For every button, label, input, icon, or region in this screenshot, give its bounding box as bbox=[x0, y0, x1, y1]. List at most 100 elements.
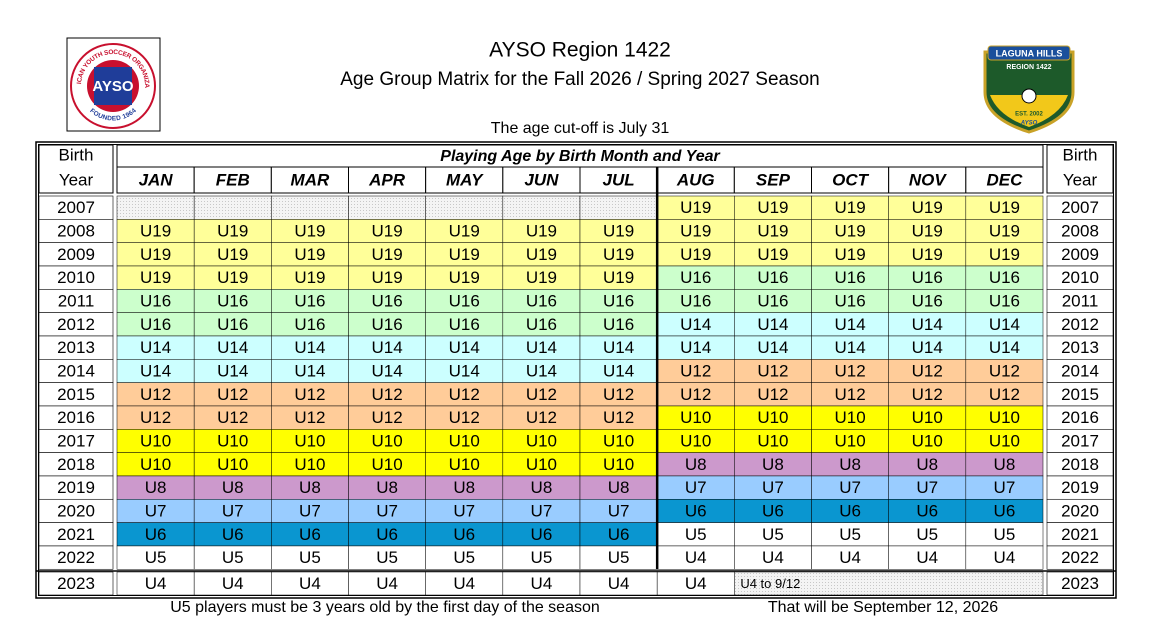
age-label: U7 bbox=[145, 501, 167, 520]
month-label: NOV bbox=[909, 170, 948, 189]
logo-letters: AYSO bbox=[92, 78, 133, 95]
age-cell bbox=[965, 545, 1044, 570]
age-label: U10 bbox=[294, 431, 325, 450]
month-cell bbox=[348, 166, 427, 194]
year-label: 2017 bbox=[1061, 431, 1099, 450]
year-header-cell bbox=[38, 144, 114, 194]
logo-org: AYSO bbox=[1020, 121, 1038, 127]
age-label: U4 bbox=[685, 574, 707, 593]
month-label: MAY bbox=[446, 170, 484, 189]
age-label: U10 bbox=[371, 455, 402, 474]
age-label: U12 bbox=[140, 385, 171, 404]
age-label: U10 bbox=[526, 431, 557, 450]
age-label: U14 bbox=[834, 315, 865, 334]
age-cell bbox=[579, 195, 658, 220]
year-label: 2020 bbox=[1061, 501, 1099, 520]
age-label: U8 bbox=[994, 455, 1016, 474]
age-label: U10 bbox=[217, 455, 248, 474]
age-label: U4 bbox=[222, 574, 244, 593]
year-label: 2014 bbox=[1061, 361, 1099, 380]
age-label: U10 bbox=[526, 455, 557, 474]
age-label: U14 bbox=[140, 338, 171, 357]
age-label: U12 bbox=[989, 385, 1020, 404]
age-label: U6 bbox=[299, 525, 321, 544]
age-label: U7 bbox=[453, 501, 475, 520]
month-cell bbox=[425, 166, 504, 194]
age-label: U7 bbox=[299, 501, 321, 520]
age-label: U14 bbox=[371, 338, 402, 357]
year-label: 2021 bbox=[1061, 525, 1099, 544]
age-label: U14 bbox=[680, 315, 711, 334]
age-cell bbox=[348, 195, 426, 220]
table-border bbox=[35, 141, 1117, 599]
age-label: U8 bbox=[685, 455, 707, 474]
year-label: 2009 bbox=[57, 245, 95, 264]
age-label: U12 bbox=[526, 385, 557, 404]
year-label: 2012 bbox=[57, 315, 95, 334]
age-label: U16 bbox=[680, 268, 711, 287]
age-label: U19 bbox=[912, 221, 943, 240]
age-label: U19 bbox=[371, 268, 402, 287]
year-header-bottom: Year bbox=[1063, 170, 1098, 189]
age-label: U16 bbox=[912, 291, 943, 310]
age-label: U19 bbox=[757, 198, 788, 217]
logo-banner bbox=[987, 45, 1071, 61]
month-label: JAN bbox=[139, 170, 174, 189]
age-label: U16 bbox=[912, 268, 943, 287]
year-label: 2011 bbox=[1062, 291, 1099, 310]
age-label: U7 bbox=[685, 478, 707, 497]
month-label: JUL bbox=[603, 170, 635, 189]
age-label: U14 bbox=[449, 338, 480, 357]
year-header-bottom: Year bbox=[59, 170, 94, 189]
age-label: U16 bbox=[449, 315, 480, 334]
age-label: U10 bbox=[834, 431, 865, 450]
age-label: U10 bbox=[371, 431, 402, 450]
month-cell bbox=[579, 166, 658, 194]
month-cell bbox=[888, 166, 967, 194]
age-label: U19 bbox=[526, 245, 557, 264]
age-label: U14 bbox=[757, 338, 788, 357]
age-label: U19 bbox=[989, 198, 1020, 217]
month-cell bbox=[965, 166, 1044, 194]
age-label: U19 bbox=[989, 245, 1020, 264]
year-cell bbox=[38, 571, 114, 596]
age-label: U12 bbox=[140, 408, 171, 427]
age-label: U14 bbox=[449, 361, 480, 380]
age-label: U16 bbox=[834, 268, 865, 287]
age-label: U10 bbox=[140, 431, 171, 450]
age-label: U8 bbox=[762, 455, 784, 474]
age-label: U12 bbox=[449, 408, 480, 427]
month-cell bbox=[270, 166, 350, 194]
year-label: 2013 bbox=[57, 338, 95, 357]
age-label: U16 bbox=[526, 315, 557, 334]
year-label: 2010 bbox=[57, 268, 95, 287]
age-label: U16 bbox=[757, 291, 788, 310]
age-cell bbox=[193, 195, 272, 220]
age-label: U6 bbox=[608, 525, 630, 544]
age-label: U6 bbox=[145, 525, 167, 544]
year-label: 2012 bbox=[1061, 315, 1099, 334]
age-label: U7 bbox=[994, 478, 1016, 497]
logo-ball bbox=[1021, 88, 1037, 104]
age-label: U12 bbox=[371, 408, 402, 427]
age-label: U5 bbox=[994, 525, 1016, 544]
year-label: 2018 bbox=[57, 455, 95, 474]
age-label: U14 bbox=[371, 361, 402, 380]
age-label: U16 bbox=[371, 291, 402, 310]
year-label: 2017 bbox=[57, 431, 95, 450]
month-cell bbox=[193, 166, 272, 194]
month-label: FEB bbox=[216, 170, 250, 189]
age-label: U10 bbox=[834, 408, 865, 427]
title: AYSO Region 1422 bbox=[489, 39, 671, 62]
age-label: U8 bbox=[145, 478, 167, 497]
footer-left: U5 players must be 3 years old by the fi… bbox=[170, 599, 600, 616]
age-label: U4 bbox=[453, 574, 475, 593]
year-label: 2020 bbox=[57, 501, 95, 520]
age-label: U19 bbox=[449, 268, 480, 287]
age-label: U14 bbox=[912, 315, 943, 334]
year-label: 2023 bbox=[1061, 574, 1099, 593]
month-cell bbox=[116, 166, 195, 194]
age-label: U5 bbox=[453, 548, 475, 567]
